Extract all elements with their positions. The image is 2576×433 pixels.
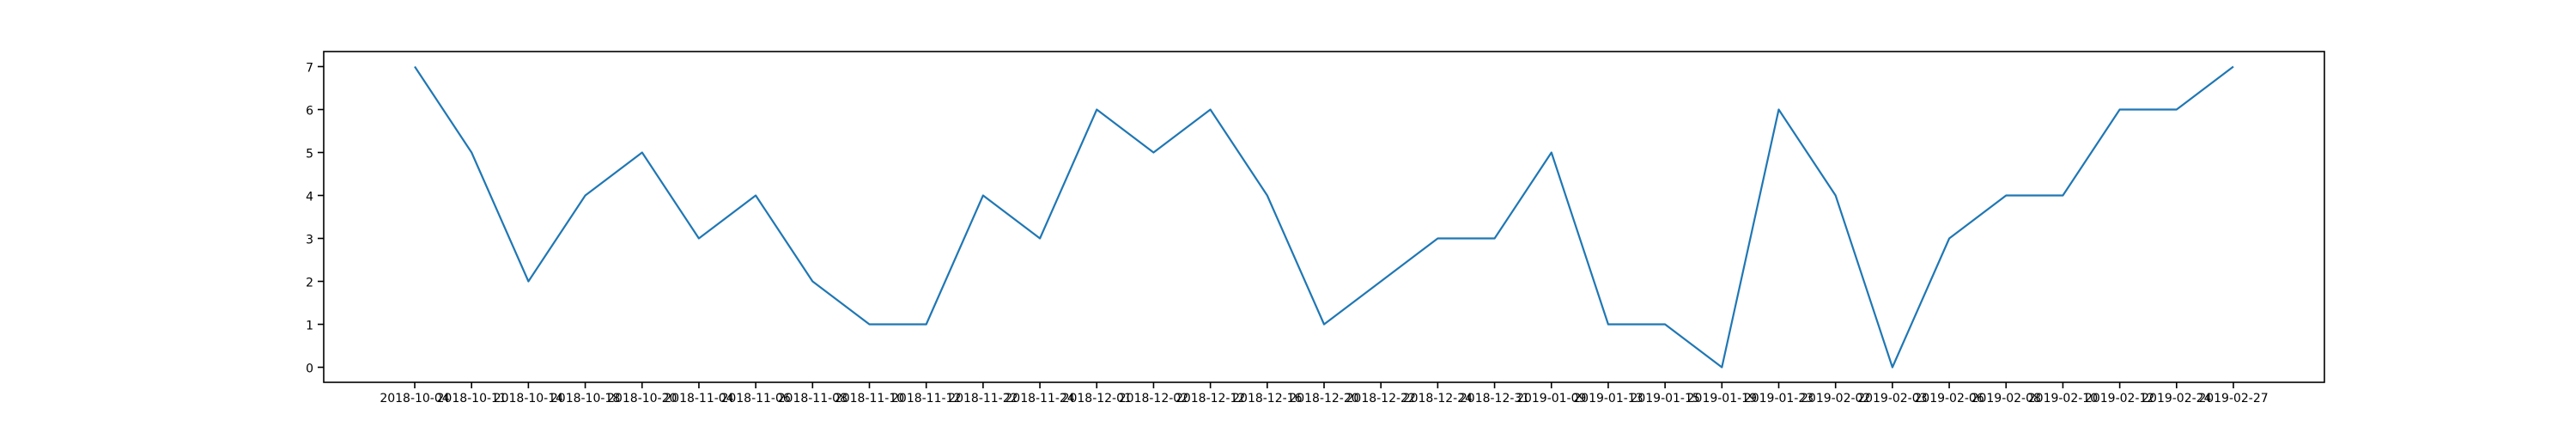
x-tick-label: 2019-02-10: [2028, 392, 2098, 406]
x-tick-label: 2019-02-24: [2142, 392, 2211, 406]
x-tick-label: 2018-11-04: [664, 392, 733, 406]
plot-area: [324, 52, 2324, 382]
y-tick-label: 3: [306, 234, 313, 247]
x-tick-label: 2019-01-19: [1687, 392, 1757, 406]
x-tick-label: 2018-12-02: [1119, 392, 1188, 406]
y-tick-label: 4: [306, 191, 313, 204]
x-tick-label: 2018-12-16: [1232, 392, 1302, 406]
x-tick-label: 2018-11-06: [720, 392, 790, 406]
y-tick-label: 2: [306, 277, 313, 290]
x-tick-label: 2018-11-12: [891, 392, 961, 406]
y-tick-label: 7: [306, 62, 313, 76]
x-tick-label: 2019-01-15: [1630, 392, 1699, 406]
x-tick-label: 2018-11-10: [835, 392, 904, 406]
x-tick-label: 2018-12-12: [1176, 392, 1245, 406]
x-tick-label: 2018-10-18: [550, 392, 620, 406]
plot-frame: [323, 51, 2325, 383]
x-tick-label: 2018-10-11: [437, 392, 507, 406]
x-axis: 2018-10-042018-10-112018-10-142018-10-18…: [380, 382, 2269, 406]
x-tick-label: 2018-10-20: [607, 392, 677, 406]
x-tick-label: 2018-10-14: [494, 392, 563, 406]
x-tick-label: 2019-01-09: [1516, 392, 1586, 406]
x-tick-label: 2019-02-06: [1914, 392, 1984, 406]
x-tick-label: 2019-01-23: [1744, 392, 1814, 406]
y-tick-label: 1: [306, 320, 313, 333]
x-tick-label: 2019-01-13: [1573, 392, 1643, 406]
x-tick-label: 2018-12-24: [1403, 392, 1473, 406]
y-tick-label: 5: [306, 148, 313, 162]
x-tick-label: 2019-02-08: [1971, 392, 2041, 406]
series-layer: [414, 65, 2234, 369]
x-tick-label: 2018-11-24: [1005, 392, 1074, 406]
x-tick-label: 2019-02-03: [1857, 392, 1927, 406]
x-tick-label: 2018-11-08: [778, 392, 848, 406]
y-axis: 0 1 2 3 4 5 6 7: [306, 62, 324, 376]
series-line: [414, 65, 2234, 369]
y-tick-label: 6: [306, 105, 313, 119]
x-tick-label: 2019-02-12: [2085, 392, 2154, 406]
x-tick-label: 2018-12-31: [1460, 392, 1529, 406]
x-tick-label: 2019-02-27: [2198, 392, 2268, 406]
x-tick-label: 2018-11-22: [948, 392, 1018, 406]
x-tick-label: 2018-12-22: [1346, 392, 1416, 406]
x-tick-label: 2018-12-20: [1289, 392, 1358, 406]
x-tick-label: 2019-02-02: [1801, 392, 1870, 406]
x-tick-label: 2018-10-04: [380, 392, 449, 406]
x-tick-label: 2018-12-01: [1062, 392, 1132, 406]
y-tick-label: 0: [306, 363, 313, 376]
